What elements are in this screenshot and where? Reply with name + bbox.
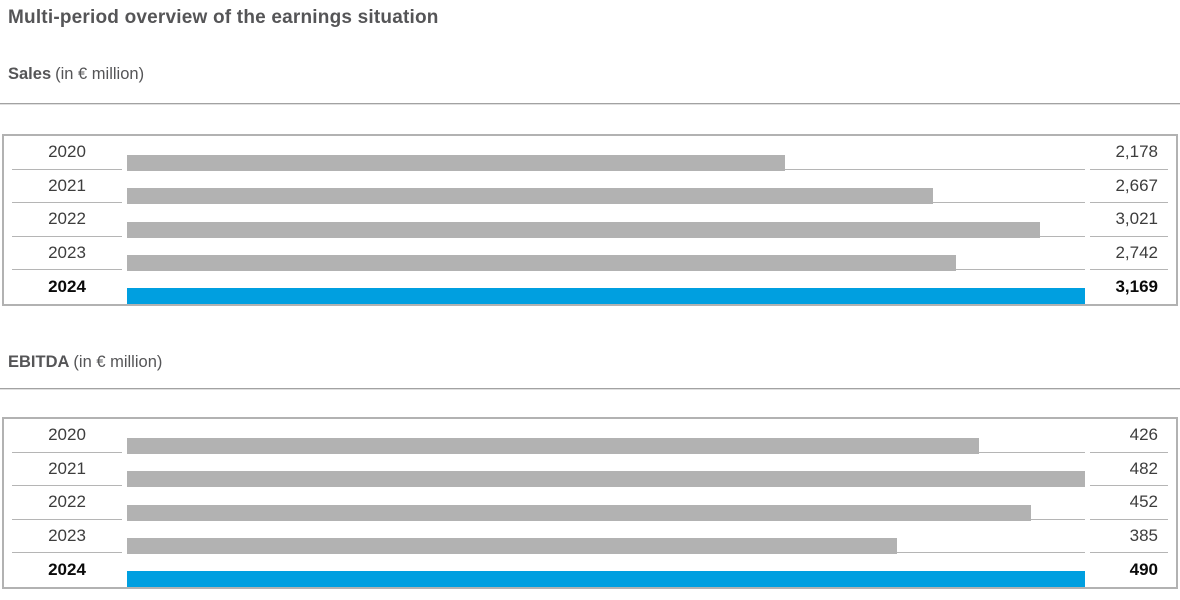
sales-divider-rule: [0, 103, 1180, 105]
year-label-cell: 2020: [4, 136, 127, 170]
bar-cell: [127, 520, 1085, 555]
sales-subtitle-metric: Sales: [8, 65, 52, 83]
year-label-cell: 2021: [4, 453, 127, 487]
bar-cell: [127, 203, 1085, 238]
chart-row: 2020 426: [4, 419, 1176, 454]
ebitda-section: EBITDA (in € million) 2020 426 2021 482 2022 4…: [0, 352, 1180, 589]
year-label-cell: 2021: [4, 170, 127, 204]
chart-row: 2020 2,178: [4, 136, 1176, 171]
bar: [127, 504, 1031, 521]
year-label-cell: 2024: [4, 553, 127, 587]
bar-cell: [127, 170, 1085, 205]
year-label-cell: 2020: [4, 419, 127, 453]
sales-section: Sales (in € million) 2020 2,178 2021 2,667 20…: [0, 64, 1180, 306]
year-label: 2024: [48, 277, 86, 297]
bar-cell: [127, 553, 1085, 587]
bar: [127, 538, 897, 555]
bar-cell: [127, 453, 1085, 488]
value-label: 426: [1090, 419, 1168, 453]
value-label: 2,742: [1090, 237, 1168, 271]
year-label: 2023: [12, 520, 122, 554]
year-label-cell: 2023: [4, 237, 127, 271]
bar-cell: [127, 486, 1085, 521]
year-label: 2024: [48, 560, 86, 580]
value-label: 3,021: [1090, 203, 1168, 237]
sales-subtitle-unit: (in € million): [55, 65, 145, 83]
chart-row: 2021 482: [4, 453, 1176, 488]
sales-subtitle: Sales (in € million): [8, 64, 1180, 84]
ebitda-chart: 2020 426 2021 482 2022 452 2023 385 2024 490: [2, 417, 1178, 589]
bar-cell: [127, 270, 1085, 304]
ebitda-divider-rule: [0, 388, 1180, 390]
value-label: 3,169: [1115, 277, 1158, 297]
value-label: 2,667: [1090, 170, 1168, 204]
sales-chart: 2020 2,178 2021 2,667 2022 3,021 2023 2,742 2024…: [2, 134, 1178, 306]
year-label-cell: 2023: [4, 520, 127, 554]
bar-cell: [127, 419, 1085, 454]
chart-row: 2022 452: [4, 486, 1176, 521]
value-label: 385: [1090, 520, 1168, 554]
year-label: 2022: [12, 203, 122, 237]
chart-row: 2023 385: [4, 520, 1176, 555]
year-label: 2021: [12, 453, 122, 487]
ebitda-subtitle-metric: EBITDA: [8, 353, 70, 371]
value-label: 2,178: [1090, 136, 1168, 170]
page-title: Multi-period overview of the earnings si…: [8, 7, 439, 28]
ebitda-subtitle: EBITDA (in € million): [8, 352, 1180, 372]
year-label: 2023: [12, 237, 122, 271]
bar-cell: [127, 136, 1085, 171]
bar: [127, 154, 786, 171]
bar: [127, 471, 1085, 488]
year-label-cell: 2024: [4, 270, 127, 304]
bar-cell: [127, 237, 1085, 272]
year-label: 2020: [12, 136, 122, 170]
chart-row: 2023 2,742: [4, 237, 1176, 272]
highlight-bar: [127, 570, 1085, 587]
year-label: 2021: [12, 170, 122, 204]
year-label-cell: 2022: [4, 486, 127, 520]
chart-row: 2024 3,169: [4, 270, 1176, 304]
value-label: 452: [1090, 486, 1168, 520]
value-label: 490: [1129, 560, 1158, 580]
year-label: 2020: [12, 419, 122, 453]
year-label-cell: 2022: [4, 203, 127, 237]
chart-row: 2021 2,667: [4, 170, 1176, 205]
chart-row: 2024 490: [4, 553, 1176, 587]
bar: [127, 437, 979, 454]
chart-row: 2022 3,021: [4, 203, 1176, 238]
highlight-bar: [127, 287, 1085, 304]
bar: [127, 221, 1041, 238]
bar: [127, 188, 934, 205]
ebitda-subtitle-unit: (in € million): [73, 353, 163, 371]
year-label: 2022: [12, 486, 122, 520]
bar: [127, 255, 956, 272]
value-label: 482: [1090, 453, 1168, 487]
